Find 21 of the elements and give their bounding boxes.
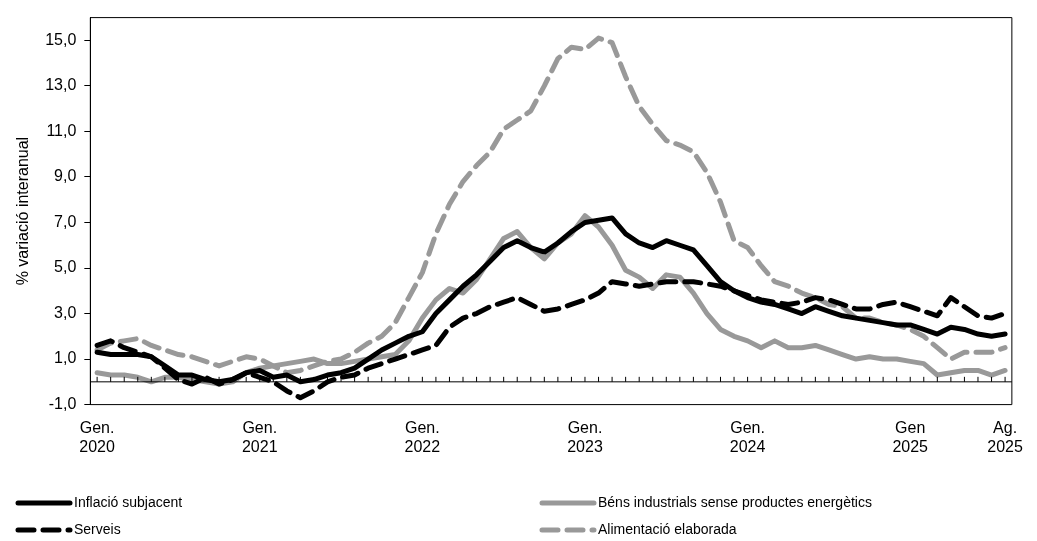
x-tick-label: Gen. 2020 — [79, 418, 116, 455]
y-tick-label: 11,0 — [46, 121, 77, 139]
y-tick-label: -1,0 — [48, 395, 77, 413]
y-tick-label: 5,0 — [54, 258, 77, 276]
x-tick-label: Gen. 2022 — [404, 418, 441, 455]
y-tick-label: 3,0 — [54, 303, 77, 321]
y-tick-label: 13,0 — [45, 76, 77, 94]
legend-label: Inflació subjacent — [74, 493, 183, 510]
x-tick-label: Gen. 2024 — [729, 418, 766, 455]
legend-label: Béns industrials sense productes energètics — [598, 493, 872, 510]
y-tick-label: 15,0 — [45, 30, 77, 48]
legend-label: Alimentació elaborada — [598, 520, 737, 537]
x-tick-label: Gen. 2023 — [567, 418, 603, 455]
x-tick-label: Ag. 2025 — [987, 418, 1023, 455]
x-tick-label: Gen. 2021 — [241, 418, 278, 455]
x-tick-label: Gen 2025 — [892, 418, 929, 455]
y-tick-label: 9,0 — [54, 167, 77, 185]
y-tick-label: 1,0 — [54, 349, 77, 367]
y-tick-label: 7,0 — [54, 212, 77, 230]
legend-label: Serveis — [74, 520, 121, 537]
y-axis-title: % variació interanual — [14, 136, 32, 286]
